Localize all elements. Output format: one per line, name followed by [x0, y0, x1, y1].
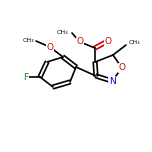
Text: F: F — [23, 73, 29, 81]
Text: O: O — [47, 43, 54, 52]
Text: O: O — [105, 36, 112, 45]
Text: CH₃: CH₃ — [56, 31, 68, 36]
Text: O: O — [119, 64, 126, 73]
Text: CH₃: CH₃ — [129, 40, 141, 45]
Text: N: N — [109, 76, 115, 85]
Text: CH₃: CH₃ — [22, 38, 34, 43]
Text: O: O — [76, 38, 83, 47]
